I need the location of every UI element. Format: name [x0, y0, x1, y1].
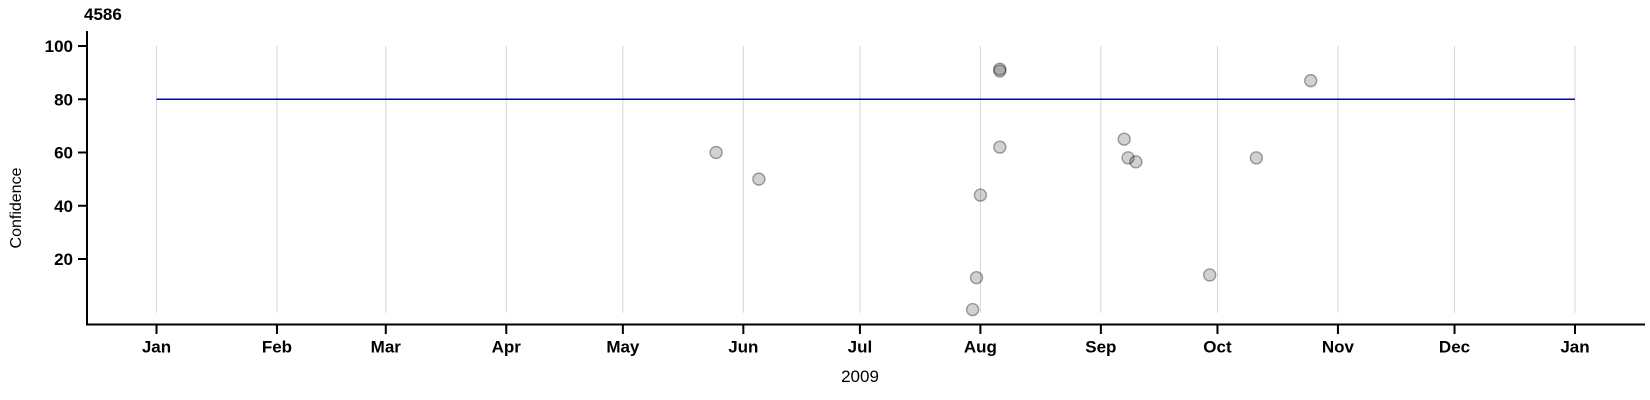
data-point [752, 172, 766, 186]
x-tick-label: Jan [142, 338, 171, 357]
data-point [993, 140, 1007, 154]
data-point [973, 188, 988, 202]
x-tick-label: Sep [1085, 338, 1116, 357]
data-point [969, 270, 984, 285]
data-point [993, 64, 1007, 78]
x-tick-label: Mar [371, 338, 402, 357]
x-tick-label: Jun [728, 338, 758, 357]
y-tick-label: 80 [54, 90, 73, 109]
y-tick-label: 40 [54, 197, 73, 216]
data-point [1117, 132, 1131, 146]
gridlines-group [156, 46, 1576, 313]
x-tick-label: Jan [1560, 338, 1589, 357]
axes-group [86, 31, 1645, 326]
data-point [1249, 151, 1264, 165]
data-point [1304, 73, 1318, 88]
x-tick-label: Dec [1439, 338, 1470, 357]
y-tick-label: 100 [45, 37, 73, 56]
data-points-group [709, 62, 1318, 317]
data-point [965, 302, 980, 317]
x-tick-label: Aug [964, 338, 997, 357]
x-tick-label: Feb [262, 338, 292, 357]
x-tick-label: May [606, 338, 640, 357]
data-point [1202, 268, 1217, 282]
data-point [993, 62, 1007, 76]
x-tick-label: Jul [848, 338, 873, 357]
x-tick-label: Oct [1203, 338, 1232, 357]
x-tick-label: Apr [492, 338, 522, 357]
x-tick-label: Nov [1322, 338, 1355, 357]
data-point [1121, 151, 1135, 165]
x-axis-caption: 2009 [841, 367, 879, 386]
data-point [709, 145, 723, 160]
y-tick-label: 60 [54, 144, 73, 163]
y-tick-label: 20 [54, 250, 73, 269]
data-point [1129, 155, 1143, 169]
tick-labels-group: 20 40 60 80 100 Jan Feb Mar Apr May Jun Jul Aug Sep Oc… [45, 37, 1590, 357]
chart-title: 4586 [84, 5, 122, 24]
